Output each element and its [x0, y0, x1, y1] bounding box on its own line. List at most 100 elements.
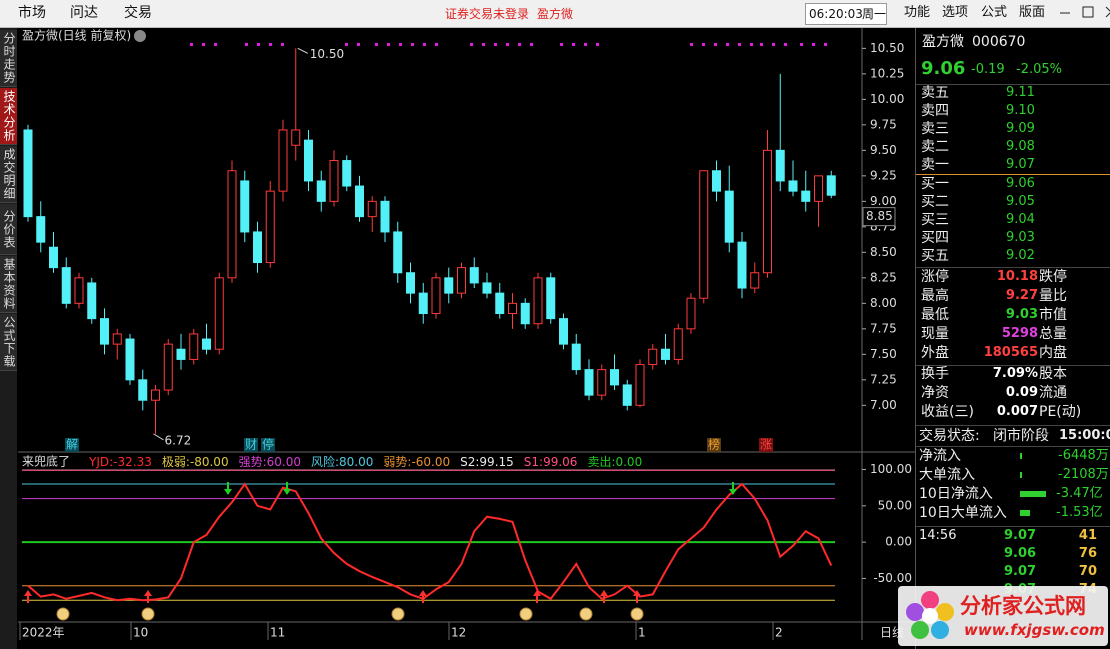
- indicator-line: [27, 482, 833, 602]
- money-bag: [56, 607, 70, 621]
- signal-dot: [435, 43, 438, 46]
- signal-dot: [470, 43, 473, 46]
- buy-arrow: [144, 590, 152, 603]
- signal-label: 停: [262, 437, 274, 452]
- menu-item[interactable]: 公式: [981, 5, 1008, 20]
- high-pointer: [297, 47, 308, 54]
- candle-body: [380, 200, 390, 233]
- cursor-label: 8.85: [866, 209, 893, 223]
- menu-icon[interactable]: [134, 30, 146, 42]
- bid-price: 9.02: [1006, 248, 1035, 263]
- candle-body: [546, 277, 556, 320]
- legend-value: 0.00: [615, 455, 642, 469]
- ask-price: 9.09: [1006, 121, 1035, 136]
- candle-body: [495, 292, 505, 315]
- candle-body: [775, 149, 785, 182]
- cursor-box: [862, 207, 896, 227]
- buy-arrow: [533, 590, 541, 603]
- menu-item[interactable]: 问达: [70, 5, 98, 21]
- flow-label: 净流入: [919, 448, 961, 464]
- stock-name: 盈方微: [922, 34, 964, 50]
- signal-dot: [357, 43, 360, 46]
- candle-body: [253, 231, 262, 264]
- status-time: 15:00:00: [1059, 428, 1110, 443]
- y-tick-label: 10.00: [870, 92, 904, 106]
- candle-body: [125, 338, 135, 381]
- ask-price: 9.11: [1006, 85, 1035, 100]
- candle-body: [635, 364, 645, 406]
- y-tick-label: 10.50: [870, 41, 904, 55]
- stat-label: 跌停: [1039, 269, 1067, 285]
- sell-arrow: [729, 482, 737, 495]
- y-tick-label: 0.00: [885, 535, 912, 549]
- bid-label: 买五: [921, 248, 949, 264]
- signal-bg: [65, 438, 79, 452]
- y-tick-label: 10.25: [870, 66, 904, 80]
- candle-body: [342, 160, 352, 187]
- window-button[interactable]: [1080, 4, 1096, 20]
- ask-label: 卖二: [921, 139, 949, 155]
- side-tab[interactable]: 分价表: [0, 204, 17, 255]
- legend-name: 卖出:: [587, 455, 615, 469]
- signal-dot: [772, 43, 775, 46]
- candle-body: [584, 369, 594, 396]
- signal-dot: [494, 43, 497, 46]
- candle-body: [367, 200, 377, 218]
- menu-item[interactable]: 交易: [124, 5, 152, 21]
- legend-value: 99.06: [543, 455, 577, 469]
- candle-body: [724, 190, 734, 243]
- signal-dot: [281, 43, 284, 46]
- candle-body: [737, 241, 747, 289]
- stock-name: 盈方微: [537, 7, 574, 21]
- signal-dot: [824, 43, 827, 46]
- y-tick-label: 9.75: [870, 117, 897, 131]
- ask-label: 卖五: [921, 85, 949, 101]
- side-tab[interactable]: 成交明细: [0, 146, 17, 203]
- buy-arrow: [24, 590, 32, 603]
- signal-dot: [760, 43, 763, 46]
- legend-value: 80.00: [339, 455, 373, 469]
- candle-body: [597, 369, 607, 396]
- menu-item[interactable]: 市场: [18, 5, 46, 21]
- window-icon: [1082, 6, 1094, 18]
- stat-label: 流通: [1039, 385, 1067, 401]
- candle-body: [571, 343, 581, 371]
- side-tab[interactable]: 基本资料: [0, 256, 17, 313]
- y-tick-label: 9.00: [870, 194, 897, 208]
- side-tab[interactable]: 分时走势: [0, 30, 17, 87]
- candle-body: [278, 129, 288, 192]
- window-button[interactable]: [1057, 4, 1073, 20]
- flow-bar: [1020, 453, 1022, 459]
- signal-dot: [518, 43, 521, 46]
- candle-body: [112, 333, 122, 345]
- candle-body: [801, 190, 811, 202]
- x-tick-label: 12: [451, 626, 466, 640]
- sell-arrow: [283, 482, 291, 495]
- y-tick-label: 50.00: [878, 498, 912, 512]
- legend-value: 60.00: [267, 455, 301, 469]
- candle-body: [673, 328, 683, 360]
- stat-label: 最低: [921, 307, 949, 323]
- y-tick-label: 9.25: [870, 168, 897, 182]
- tick-price: 9.07: [1004, 564, 1037, 579]
- stat-label: 最高: [921, 288, 949, 304]
- candle-body: [648, 348, 658, 366]
- menu-item[interactable]: 选项: [942, 5, 969, 20]
- separator: [916, 446, 1110, 447]
- buy-arrow: [600, 590, 608, 603]
- side-tab[interactable]: 公式下载: [0, 314, 17, 371]
- separator: [916, 425, 1110, 426]
- menu-item[interactable]: 功能: [904, 5, 931, 20]
- watermark-title: 分析家公式网: [960, 594, 1086, 618]
- watermark: 分析家公式网 www.fxjgsw.com: [898, 586, 1108, 646]
- ask-label: 卖三: [921, 121, 949, 137]
- window-icon: [1105, 6, 1110, 18]
- side-tab[interactable]: 技术分析: [0, 88, 17, 145]
- y-tick-label: -50.00: [873, 571, 912, 585]
- high-label: 10.50: [310, 47, 344, 61]
- signal-bg: [707, 438, 721, 452]
- candle-body: [214, 277, 224, 350]
- window-button[interactable]: [1103, 4, 1110, 20]
- menu-item[interactable]: 版面: [1019, 5, 1046, 20]
